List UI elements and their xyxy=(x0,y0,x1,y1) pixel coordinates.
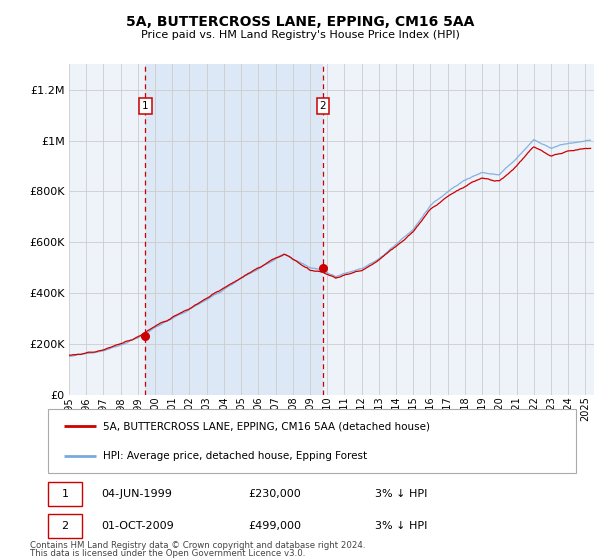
Text: £230,000: £230,000 xyxy=(248,489,301,499)
Text: 1: 1 xyxy=(142,101,149,111)
Text: HPI: Average price, detached house, Epping Forest: HPI: Average price, detached house, Eppi… xyxy=(103,451,368,461)
Text: 01-OCT-2009: 01-OCT-2009 xyxy=(101,521,173,531)
Text: Contains HM Land Registry data © Crown copyright and database right 2024.: Contains HM Land Registry data © Crown c… xyxy=(30,541,365,550)
Text: 5A, BUTTERCROSS LANE, EPPING, CM16 5AA (detached house): 5A, BUTTERCROSS LANE, EPPING, CM16 5AA (… xyxy=(103,421,430,431)
Text: 5A, BUTTERCROSS LANE, EPPING, CM16 5AA: 5A, BUTTERCROSS LANE, EPPING, CM16 5AA xyxy=(126,15,474,29)
Text: 04-JUN-1999: 04-JUN-1999 xyxy=(101,489,172,499)
Text: 3% ↓ HPI: 3% ↓ HPI xyxy=(376,521,428,531)
Text: 2: 2 xyxy=(62,521,69,531)
Bar xyxy=(145,64,323,395)
Text: £499,000: £499,000 xyxy=(248,521,302,531)
Text: 1: 1 xyxy=(62,489,68,499)
FancyBboxPatch shape xyxy=(48,409,576,473)
Text: Price paid vs. HM Land Registry's House Price Index (HPI): Price paid vs. HM Land Registry's House … xyxy=(140,30,460,40)
FancyBboxPatch shape xyxy=(48,482,82,506)
Text: 3% ↓ HPI: 3% ↓ HPI xyxy=(376,489,428,499)
Text: 2: 2 xyxy=(320,101,326,111)
Text: This data is licensed under the Open Government Licence v3.0.: This data is licensed under the Open Gov… xyxy=(30,549,305,558)
FancyBboxPatch shape xyxy=(48,514,82,539)
